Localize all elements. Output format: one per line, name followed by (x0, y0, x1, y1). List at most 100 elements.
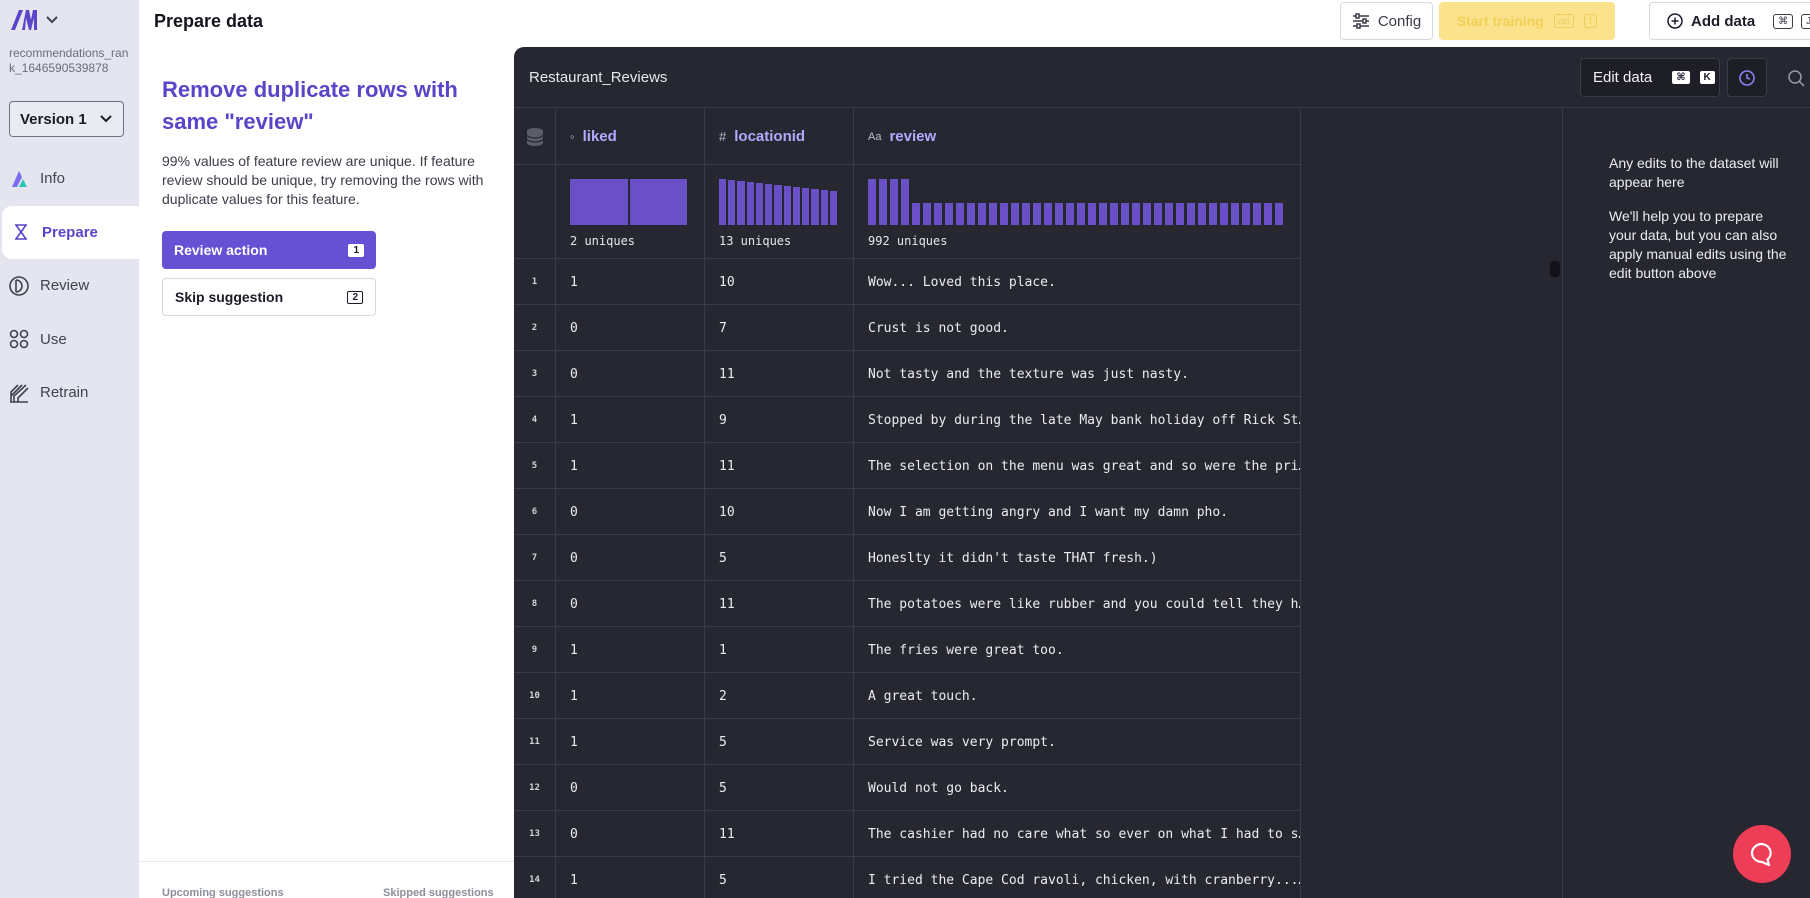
column-header-locationid[interactable]: # locationid (705, 109, 854, 165)
row-number[interactable]: 11 (514, 719, 556, 765)
logo-menu[interactable] (9, 8, 59, 32)
table-row[interactable]: 3 0 11 Not tasty and the texture was just n… (514, 351, 1301, 397)
cell-locationid[interactable]: 7 (705, 305, 854, 351)
cell-liked[interactable]: 0 (556, 351, 705, 397)
row-number[interactable]: 8 (514, 581, 556, 627)
sidebar-item-retrain[interactable]: Retrain (0, 366, 139, 420)
row-number[interactable]: 5 (514, 443, 556, 489)
row-number[interactable]: 14 (514, 857, 556, 898)
cell-liked[interactable]: 1 (556, 397, 705, 443)
cell-liked[interactable]: 1 (556, 719, 705, 765)
cell-liked[interactable]: 0 (556, 489, 705, 535)
cell-review[interactable]: The fries were great too. (854, 627, 1301, 673)
sidebar-item-prepare[interactable]: Prepare (2, 205, 139, 259)
row-number[interactable]: 7 (514, 535, 556, 581)
cell-review[interactable]: Wow... Loved this place. (854, 259, 1301, 305)
table-row[interactable]: 5 1 11 The selection on the menu was great … (514, 443, 1301, 489)
cell-review[interactable]: Stopped by during the late May bank holi… (854, 397, 1301, 443)
histogram-bar (1011, 202, 1019, 225)
cell-review[interactable]: Service was very prompt. (854, 719, 1301, 765)
cell-review[interactable]: Crust is not good. (854, 305, 1301, 351)
cell-locationid[interactable]: 2 (705, 673, 854, 719)
cell-locationid[interactable]: 5 (705, 857, 854, 898)
cell-liked[interactable]: 1 (556, 627, 705, 673)
version-label: Version 1 (20, 110, 87, 128)
table-row[interactable]: 2 0 7 Crust is not good. (514, 305, 1301, 351)
sidebar-item-review[interactable]: Review (0, 259, 139, 313)
table-row[interactable]: 11 1 5 Service was very prompt. (514, 719, 1301, 765)
cell-review[interactable]: Now I am getting angry and I want my dam… (854, 489, 1301, 535)
table-row[interactable]: 12 0 5 Would not go back. (514, 765, 1301, 811)
cell-review[interactable]: I tried the Cape Cod ravoli, chicken, wi… (854, 857, 1301, 898)
table-row[interactable]: 14 1 5 I tried the Cape Cod ravoli, chicken… (514, 857, 1301, 898)
cell-review[interactable]: Not tasty and the texture was just nasty… (854, 351, 1301, 397)
cell-review[interactable]: Honeslty it didn't taste THAT fresh.) (854, 535, 1301, 581)
cell-liked[interactable]: 0 (556, 581, 705, 627)
cell-liked[interactable]: 0 (556, 535, 705, 581)
cell-liked[interactable]: 1 (556, 443, 705, 489)
row-number[interactable]: 2 (514, 305, 556, 351)
cell-locationid[interactable]: 11 (705, 351, 854, 397)
cell-locationid[interactable]: 11 (705, 811, 854, 857)
table-row[interactable]: 4 1 9 Stopped by during the late May bank h… (514, 397, 1301, 443)
cell-review[interactable]: A great touch. (854, 673, 1301, 719)
cell-locationid[interactable]: 11 (705, 443, 854, 489)
table-row[interactable]: 6 0 10 Now I am getting angry and I want my… (514, 489, 1301, 535)
sidebar-item-info[interactable]: Info (0, 152, 139, 206)
inspect-button[interactable] (1776, 58, 1810, 97)
table-row[interactable]: 1 1 10 Wow... Loved this place. (514, 259, 1301, 305)
row-number[interactable]: 6 (514, 489, 556, 535)
table-row[interactable]: 10 1 2 A great touch. (514, 673, 1301, 719)
table-row[interactable]: 8 0 11 The potatoes were like rubber and yo… (514, 581, 1301, 627)
version-select[interactable]: Version 1 (9, 101, 124, 137)
skipped-suggestions-tab[interactable]: Skipped suggestions (383, 887, 494, 898)
histogram-row: 2 uniques 13 uniques 992 uniques (514, 165, 1301, 259)
table-row[interactable]: 7 0 5 Honeslty it didn't taste THAT fresh.) (514, 535, 1301, 581)
histogram-bar (719, 179, 727, 225)
cell-locationid[interactable]: 5 (705, 719, 854, 765)
table-row[interactable]: 13 0 11 The cashier had no care what so eve… (514, 811, 1301, 857)
cell-review[interactable]: Would not go back. (854, 765, 1301, 811)
data-toolbar: Restaurant_Reviews Edit data ⌘ K (514, 47, 1810, 108)
cell-liked[interactable]: 1 (556, 857, 705, 898)
start-training-button[interactable]: Start training ctrl T (1439, 2, 1615, 40)
skip-suggestion-button[interactable]: Skip suggestion 2 (162, 278, 376, 316)
cell-locationid[interactable]: 10 (705, 259, 854, 305)
cell-locationid[interactable]: 10 (705, 489, 854, 535)
row-number[interactable]: 4 (514, 397, 556, 443)
column-header-review[interactable]: Aa review (854, 109, 1301, 165)
cell-locationid[interactable]: 5 (705, 765, 854, 811)
upcoming-suggestions-tab[interactable]: Upcoming suggestions (162, 887, 284, 898)
cell-liked[interactable]: 1 (556, 259, 705, 305)
cell-liked[interactable]: 0 (556, 305, 705, 351)
cell-review[interactable]: The selection on the menu was great and … (854, 443, 1301, 489)
cell-review[interactable]: The potatoes were like rubber and you co… (854, 581, 1301, 627)
add-data-button[interactable]: Add data ⌘ J (1649, 2, 1810, 40)
column-header-liked[interactable]: ◦ liked (556, 109, 705, 165)
sidebar-item-label: Prepare (42, 223, 98, 241)
row-number[interactable]: 13 (514, 811, 556, 857)
config-button[interactable]: Config (1340, 2, 1433, 40)
row-number[interactable]: 10 (514, 673, 556, 719)
cell-locationid[interactable]: 9 (705, 397, 854, 443)
scrollbar-thumb[interactable] (1550, 261, 1560, 277)
cell-liked[interactable]: 0 (556, 765, 705, 811)
row-number[interactable]: 12 (514, 765, 556, 811)
suggestion-description: 99% values of feature review are unique.… (162, 153, 484, 207)
panel-divider[interactable] (1562, 109, 1563, 898)
table-row[interactable]: 9 1 1 The fries were great too. (514, 627, 1301, 673)
review-action-button[interactable]: Review action 1 (162, 231, 376, 269)
cell-liked[interactable]: 1 (556, 673, 705, 719)
row-number[interactable]: 3 (514, 351, 556, 397)
sidebar-item-use[interactable]: Use (0, 313, 139, 367)
edit-data-button[interactable]: Edit data ⌘ K (1580, 58, 1720, 97)
chat-support-button[interactable] (1733, 825, 1791, 883)
cell-review[interactable]: The cashier had no care what so ever on … (854, 811, 1301, 857)
cell-locationid[interactable]: 5 (705, 535, 854, 581)
row-number[interactable]: 1 (514, 259, 556, 305)
cell-locationid[interactable]: 1 (705, 627, 854, 673)
cell-liked[interactable]: 0 (556, 811, 705, 857)
row-number[interactable]: 9 (514, 627, 556, 673)
history-button[interactable] (1727, 58, 1767, 97)
cell-locationid[interactable]: 11 (705, 581, 854, 627)
